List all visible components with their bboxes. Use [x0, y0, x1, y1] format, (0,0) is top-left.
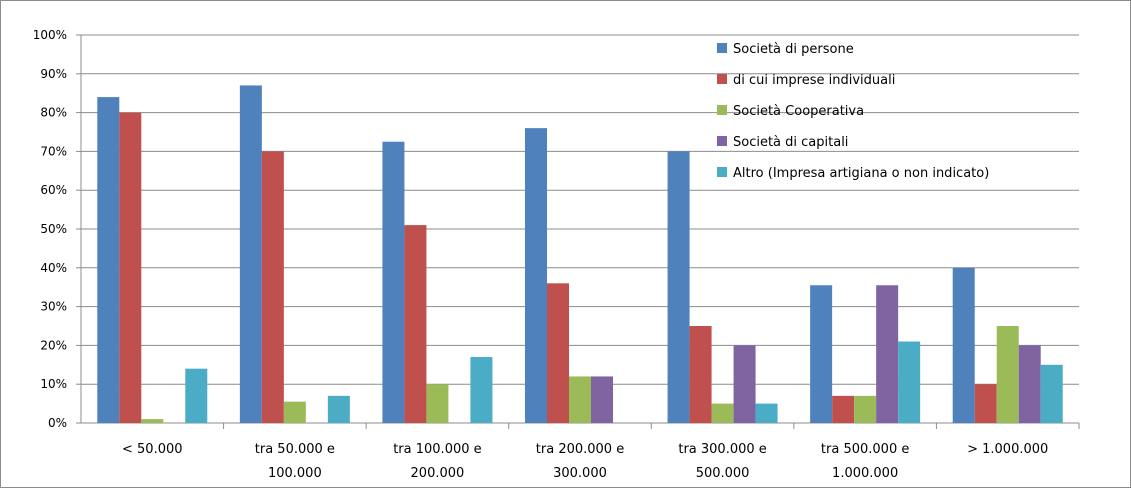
x-tick-label: tra 300.000 e [678, 442, 766, 457]
legend-label: di cui imprese individuali [733, 73, 895, 88]
bar [283, 401, 306, 423]
y-tick-label: 70% [40, 144, 67, 158]
legend-label: Altro (Impresa artigiana o non indicato) [733, 166, 989, 181]
x-tick-label: tra 100.000 e [393, 442, 481, 457]
bar [755, 403, 778, 423]
x-tick-label: 300.000 [553, 466, 607, 481]
y-tick-label: 60% [40, 183, 67, 197]
y-tick-label: 90% [40, 67, 67, 81]
bar [97, 97, 120, 423]
y-tick-label: 0% [48, 416, 67, 430]
x-tick-label: 100.000 [268, 466, 322, 481]
y-tick-label: 100% [33, 28, 67, 42]
bar [810, 285, 833, 423]
bar [974, 384, 997, 423]
y-tick-label: 10% [40, 377, 67, 391]
bar [261, 151, 284, 423]
legend-swatch [717, 105, 727, 115]
legend-swatch [717, 167, 727, 177]
bar [470, 357, 493, 423]
bar [591, 376, 613, 423]
bar [547, 283, 569, 423]
x-tick-label: 500.000 [696, 466, 750, 481]
bar [876, 285, 899, 423]
bar [733, 345, 756, 423]
legend-swatch [717, 136, 727, 146]
bar [239, 85, 262, 423]
bar [854, 395, 877, 423]
bar [185, 368, 208, 423]
bar [404, 225, 427, 423]
bar [119, 112, 142, 423]
y-tick-label: 40% [40, 261, 67, 275]
bar [569, 376, 591, 423]
legend-swatch [717, 43, 727, 53]
bar [711, 403, 734, 423]
y-tick-label: 30% [40, 300, 67, 314]
bar [832, 395, 855, 423]
x-tick-label: > 1.000.000 [967, 442, 1048, 457]
y-tick-label: 50% [40, 222, 67, 236]
bar [898, 341, 921, 423]
bar [952, 267, 975, 423]
bar [426, 384, 449, 423]
bar [525, 128, 547, 423]
legend-label: Società Cooperativa [733, 104, 864, 119]
bar [382, 141, 405, 423]
bar [141, 419, 164, 423]
x-tick-label: tra 200.000 e [536, 442, 624, 457]
x-tick-label: < 50.000 [122, 442, 183, 457]
y-tick-label: 80% [40, 106, 67, 120]
legend-label: Società di persone [733, 42, 854, 57]
x-tick-label: 200.000 [411, 466, 465, 481]
bar [1018, 345, 1041, 423]
bar [996, 326, 1019, 423]
x-tick-label: 1.000.000 [832, 466, 898, 481]
bar [327, 395, 350, 423]
x-tick-label: tra 50.000 e [255, 442, 335, 457]
legend-swatch [717, 74, 727, 84]
y-tick-label: 20% [40, 338, 67, 352]
bar [689, 326, 712, 423]
x-tick-label: tra 500.000 e [821, 442, 909, 457]
bar [1040, 364, 1063, 423]
legend-label: Società di capitali [733, 135, 848, 150]
bar [667, 151, 690, 423]
